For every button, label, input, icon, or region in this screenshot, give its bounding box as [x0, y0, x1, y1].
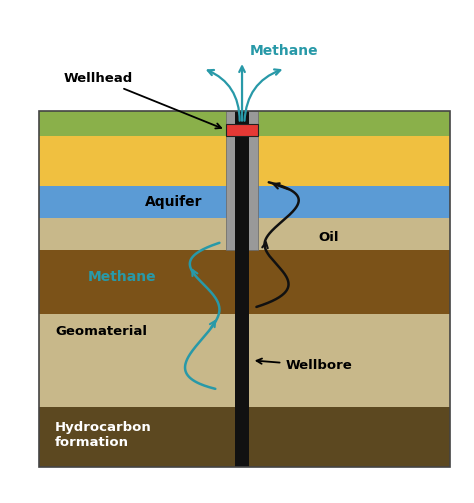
Text: Aquifer: Aquifer: [146, 195, 203, 209]
Text: Geomaterial: Geomaterial: [55, 325, 147, 339]
Bar: [38, 111, 450, 467]
Bar: [38, 186, 450, 218]
Bar: [226, 124, 258, 136]
Bar: [38, 136, 450, 186]
Text: Methane: Methane: [250, 44, 319, 58]
Bar: [235, 111, 249, 467]
Text: Oil: Oil: [318, 231, 338, 244]
Text: Methane: Methane: [88, 270, 156, 284]
Text: Wellbore: Wellbore: [256, 359, 352, 372]
Bar: [227, 111, 258, 250]
Bar: [38, 250, 450, 314]
Text: Hydrocarbon
formation: Hydrocarbon formation: [55, 421, 152, 449]
Bar: [38, 218, 450, 250]
Text: Wellhead: Wellhead: [64, 72, 221, 128]
Bar: [38, 314, 450, 406]
Bar: [38, 111, 450, 136]
Bar: [38, 406, 450, 467]
